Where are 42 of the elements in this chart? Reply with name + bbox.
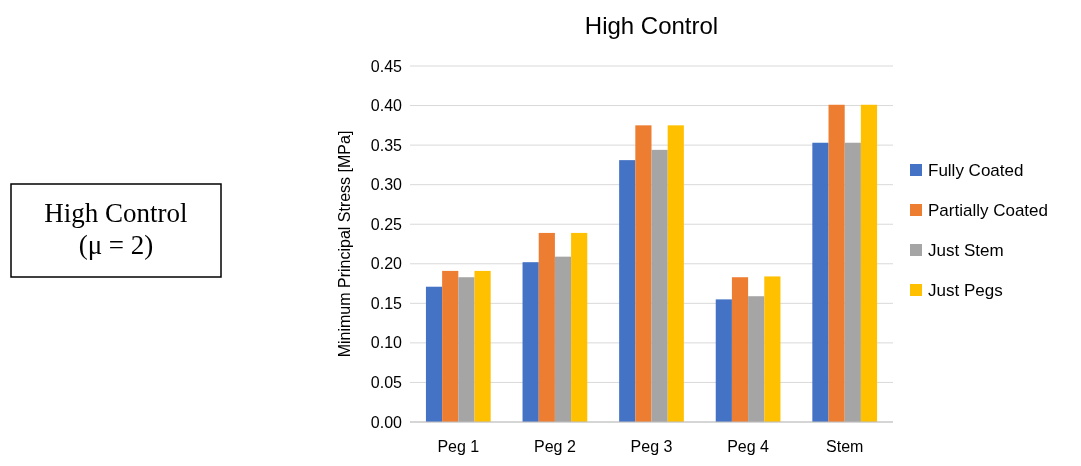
y-tick-label: 0.00: [370, 413, 403, 431]
bar: [571, 232, 588, 422]
legend-label: Just Pegs: [928, 280, 1003, 300]
bar: [651, 149, 668, 422]
x-tick-label: Stem: [826, 438, 864, 455]
y-tick-label: 0.45: [370, 57, 403, 75]
x-tick-label: Peg 1: [437, 438, 480, 455]
bar: [812, 142, 829, 422]
x-tick-label: Peg 4: [727, 438, 770, 455]
x-tick-label: Peg 3: [630, 438, 673, 455]
bar: [828, 104, 845, 422]
bar: [764, 276, 781, 422]
x-tick-label: Peg 2: [533, 438, 576, 455]
text: High Control (μ = 2): [44, 198, 188, 260]
bar: [667, 125, 684, 422]
y-tick-label: 0.05: [370, 374, 403, 392]
bar: [458, 277, 475, 422]
legend-label: Partially Coated: [928, 200, 1049, 220]
y-axis-title: Minimum Principal Stress [MPa]: [336, 130, 353, 358]
bar: [844, 142, 861, 422]
y-tick-label: 0.35: [370, 136, 403, 154]
y-tick-label: 0.10: [370, 334, 403, 352]
legend-label: Fully Coated: [928, 160, 1024, 180]
y-tick-label: 0.20: [370, 255, 403, 273]
y-tick-label: 0.25: [370, 215, 403, 233]
bar: [860, 104, 878, 422]
y-tick-label: 0.30: [370, 176, 403, 194]
bar: [538, 232, 555, 422]
chart-title: High Control: [584, 12, 719, 39]
bar: [425, 286, 443, 422]
bar: [635, 125, 652, 422]
bar: [474, 270, 491, 422]
bar: [554, 256, 572, 422]
bar: [442, 270, 459, 422]
legend-label: Just Stem: [928, 240, 1004, 260]
bar: [522, 262, 539, 422]
bar: [619, 160, 636, 422]
y-tick-label: 0.15: [370, 294, 403, 312]
bar: [715, 299, 732, 422]
bar: [731, 277, 749, 422]
bar: [748, 296, 765, 422]
y-tick-label: 0.40: [370, 97, 403, 115]
